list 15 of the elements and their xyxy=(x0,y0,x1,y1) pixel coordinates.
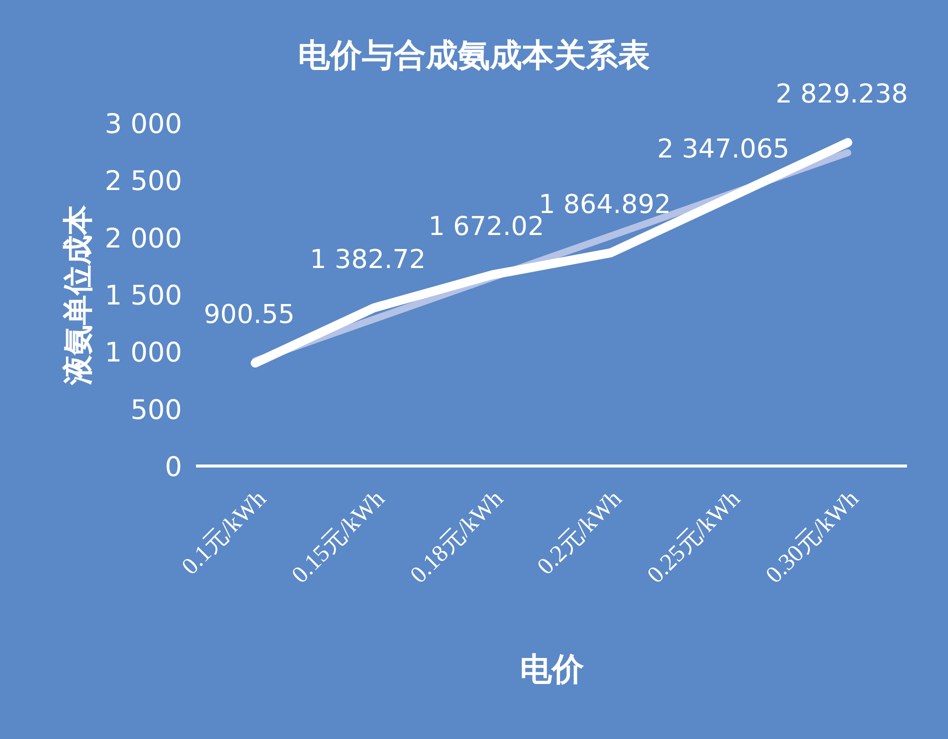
y-tick-label: 1 500 xyxy=(104,280,182,312)
y-tick-label: 3 000 xyxy=(104,109,182,140)
x-axis-title: 电价 xyxy=(520,650,585,688)
y-tick-label: 2 000 xyxy=(104,223,182,254)
data-label: 2 347.065 xyxy=(657,134,790,165)
y-tick-label: 1 000 xyxy=(104,338,182,369)
data-label: 1 382.72 xyxy=(310,244,426,275)
chart-title: 电价与合成氨成本关系表 xyxy=(298,36,650,74)
data-label: 1 672.02 xyxy=(428,212,544,242)
y-tick-label: 500 xyxy=(130,394,182,426)
y-tick-label: 2 500 xyxy=(104,166,182,198)
data-label: 900.55 xyxy=(204,300,295,330)
data-label: 2 829.238 xyxy=(776,80,908,110)
y-tick-label: 0 xyxy=(164,452,182,483)
y-axis-title: 液氨单位成本 xyxy=(61,204,96,386)
